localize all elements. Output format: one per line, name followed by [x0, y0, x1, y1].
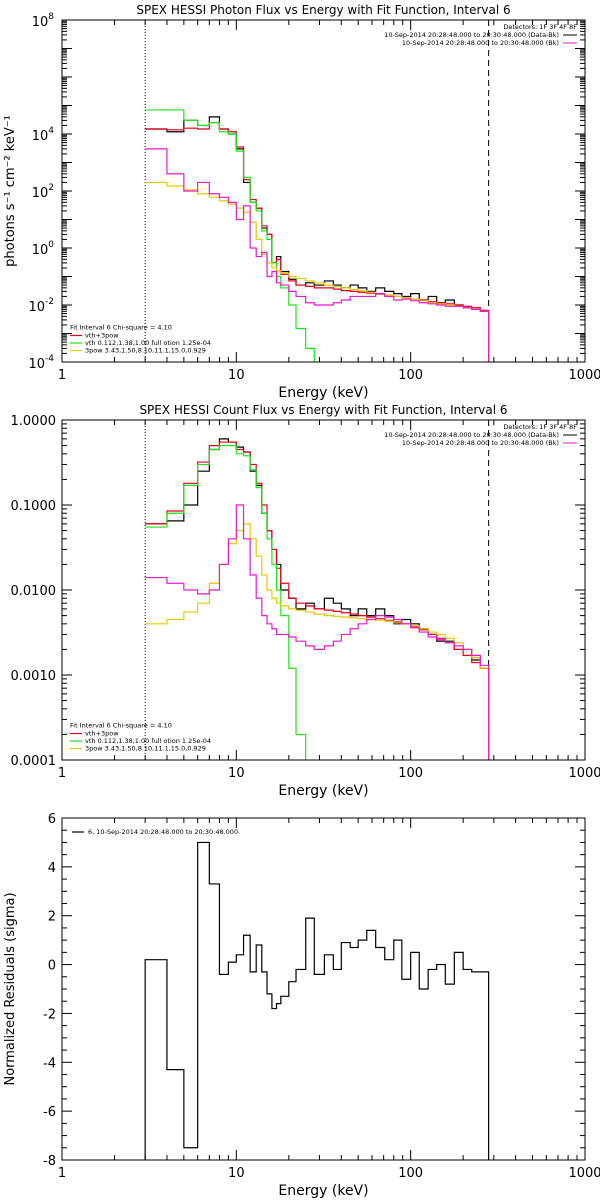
- legend-top-right-text: Detectors: 1F 3F 4F 8F: [503, 23, 577, 31]
- series-line-2: [145, 441, 490, 760]
- legend-entry-label: vth+3pow: [85, 730, 119, 738]
- series-line-3: [145, 109, 315, 362]
- y-tick-label: 104: [32, 126, 55, 144]
- y-tick-label: 0.0010: [11, 669, 57, 684]
- series-group: [144, 841, 490, 1160]
- y-tick-label: -2: [43, 1007, 56, 1022]
- chart-title: SPEX HESSI Photon Flux vs Energy with Fi…: [136, 3, 510, 17]
- y-tick-exponent: 0: [48, 240, 54, 250]
- y-axis-label: Normalized Residuals (sigma): [3, 892, 18, 1085]
- legend-header: Fit Interval 6 Chi-square = 4.10: [70, 722, 172, 730]
- chart-panel-2: SPEX HESSI Count Flux vs Energy with Fit…: [11, 403, 600, 799]
- y-tick-label: -8: [43, 1154, 56, 1169]
- legend-entry-label: 3pow 3.43,1.50,8.10,11.1,15.0,0.929: [85, 347, 206, 355]
- y-tick-exponent: 8: [48, 12, 54, 22]
- chart-panel-3: 1 10 100 1000 Energy (keV) -8 -6 -4 -2 0 2 4 6 Normal…: [3, 812, 600, 1199]
- y-tick-label: 0.1000: [11, 499, 57, 514]
- series-line-2: [145, 122, 490, 362]
- y-tick-label: 10-2: [28, 297, 54, 315]
- legend-top-left-text: 6, 10-Sep-2014 20:28:48.000 to 20:30:48.…: [88, 828, 238, 836]
- x-tick-label: 1000: [568, 1166, 600, 1181]
- y-tick-base: 10: [28, 357, 45, 372]
- y-tick-base: 10: [28, 300, 45, 315]
- series-line-1: [145, 116, 490, 362]
- x-tick-label: 1: [58, 368, 66, 383]
- x-tick-label: 100: [398, 766, 423, 781]
- legend-top-right-text: 10-Sep-2014 20:28:48.000 to 20:30:48.000…: [402, 39, 559, 47]
- series-line-4: [145, 523, 490, 760]
- plot-frame: [61, 817, 586, 1161]
- series-line-5: [145, 148, 490, 362]
- x-tick-label: 1000: [568, 766, 600, 781]
- x-tick-label: 1: [58, 1166, 66, 1181]
- legend-top-right-text: Detectors: 1F 3F 4F 8F: [503, 423, 577, 431]
- legend-top-right-text: 10-Sep-2014 20:28:48.000 to 20:30:48.000…: [402, 439, 559, 447]
- series-line-4: [145, 181, 490, 362]
- y-tick-exponent: 4: [48, 126, 54, 136]
- series-line-1: [144, 841, 490, 1160]
- legend-entry-label: vth 0.112,1.38,1.00 full otion 1.25e-04: [85, 737, 211, 745]
- legend-top-right-text: 10-Sep-2014 20:28:48.000 to 20:30:48.000…: [384, 31, 559, 39]
- legend-entry-label: 3pow 3.43,1.50,8.10,11.1,15.0,0.929: [85, 745, 206, 753]
- y-tick-exponent: -2: [45, 297, 54, 307]
- series-line-5: [145, 504, 490, 760]
- x-axis-label: Energy (keV): [278, 783, 368, 799]
- x-tick-label: 1: [58, 766, 66, 781]
- y-tick-label: 0: [48, 959, 56, 974]
- y-tick-label: 100: [32, 240, 55, 258]
- y-tick-base: 10: [32, 243, 49, 258]
- x-tick-label: 10: [228, 766, 245, 781]
- x-tick-label: 1000: [568, 368, 600, 383]
- series-line-1: [145, 438, 490, 760]
- y-tick-exponent: 2: [48, 183, 54, 193]
- chart-title: SPEX HESSI Count Flux vs Energy with Fit…: [139, 403, 507, 417]
- x-tick-label: 10: [228, 368, 245, 383]
- x-tick-label: 100: [398, 368, 423, 383]
- y-tick-base: 10: [32, 15, 49, 30]
- x-tick-label: 10: [228, 1166, 245, 1181]
- y-tick-label: 0.0100: [11, 584, 57, 599]
- plot-frame: [61, 419, 586, 761]
- chart-panel-1: SPEX HESSI Photon Flux vs Energy with Fi…: [3, 3, 600, 401]
- legend-entry-label: vth+3pow: [85, 332, 119, 340]
- x-axis-label: Energy (keV): [278, 385, 368, 401]
- y-tick-label: 6: [48, 812, 56, 827]
- plot-frame: [61, 19, 586, 363]
- y-tick-label: 1.0000: [11, 414, 57, 429]
- y-axis-label: photons s⁻¹ cm⁻² keV⁻¹: [3, 115, 18, 267]
- y-tick-base: 10: [32, 186, 49, 201]
- y-tick-label: 10-4: [28, 354, 54, 372]
- series-group: [145, 438, 490, 760]
- y-tick-label: 108: [32, 12, 55, 30]
- y-tick-label: 2: [48, 910, 56, 925]
- x-axis-label: Energy (keV): [278, 1183, 368, 1199]
- y-tick-label: 0.0001: [11, 754, 57, 769]
- y-tick-base: 10: [32, 129, 49, 144]
- series-line-3: [145, 444, 315, 760]
- y-tick-label: 102: [32, 183, 54, 201]
- y-tick-label: -4: [43, 1056, 56, 1071]
- legend-top-right-text: 10-Sep-2014 20:28:48.000 to 20:30:48.000…: [384, 431, 559, 439]
- y-tick-label: -6: [43, 1105, 56, 1120]
- legend-header: Fit Interval 6 Chi-square = 4.10: [70, 324, 172, 332]
- x-tick-label: 100: [398, 1166, 423, 1181]
- legend-entry-label: vth 0.112,1.38,1.00 full otion 1.25e-04: [85, 339, 211, 347]
- series-group: [145, 109, 490, 362]
- y-tick-label: 4: [48, 861, 56, 876]
- y-tick-exponent: -4: [45, 354, 54, 364]
